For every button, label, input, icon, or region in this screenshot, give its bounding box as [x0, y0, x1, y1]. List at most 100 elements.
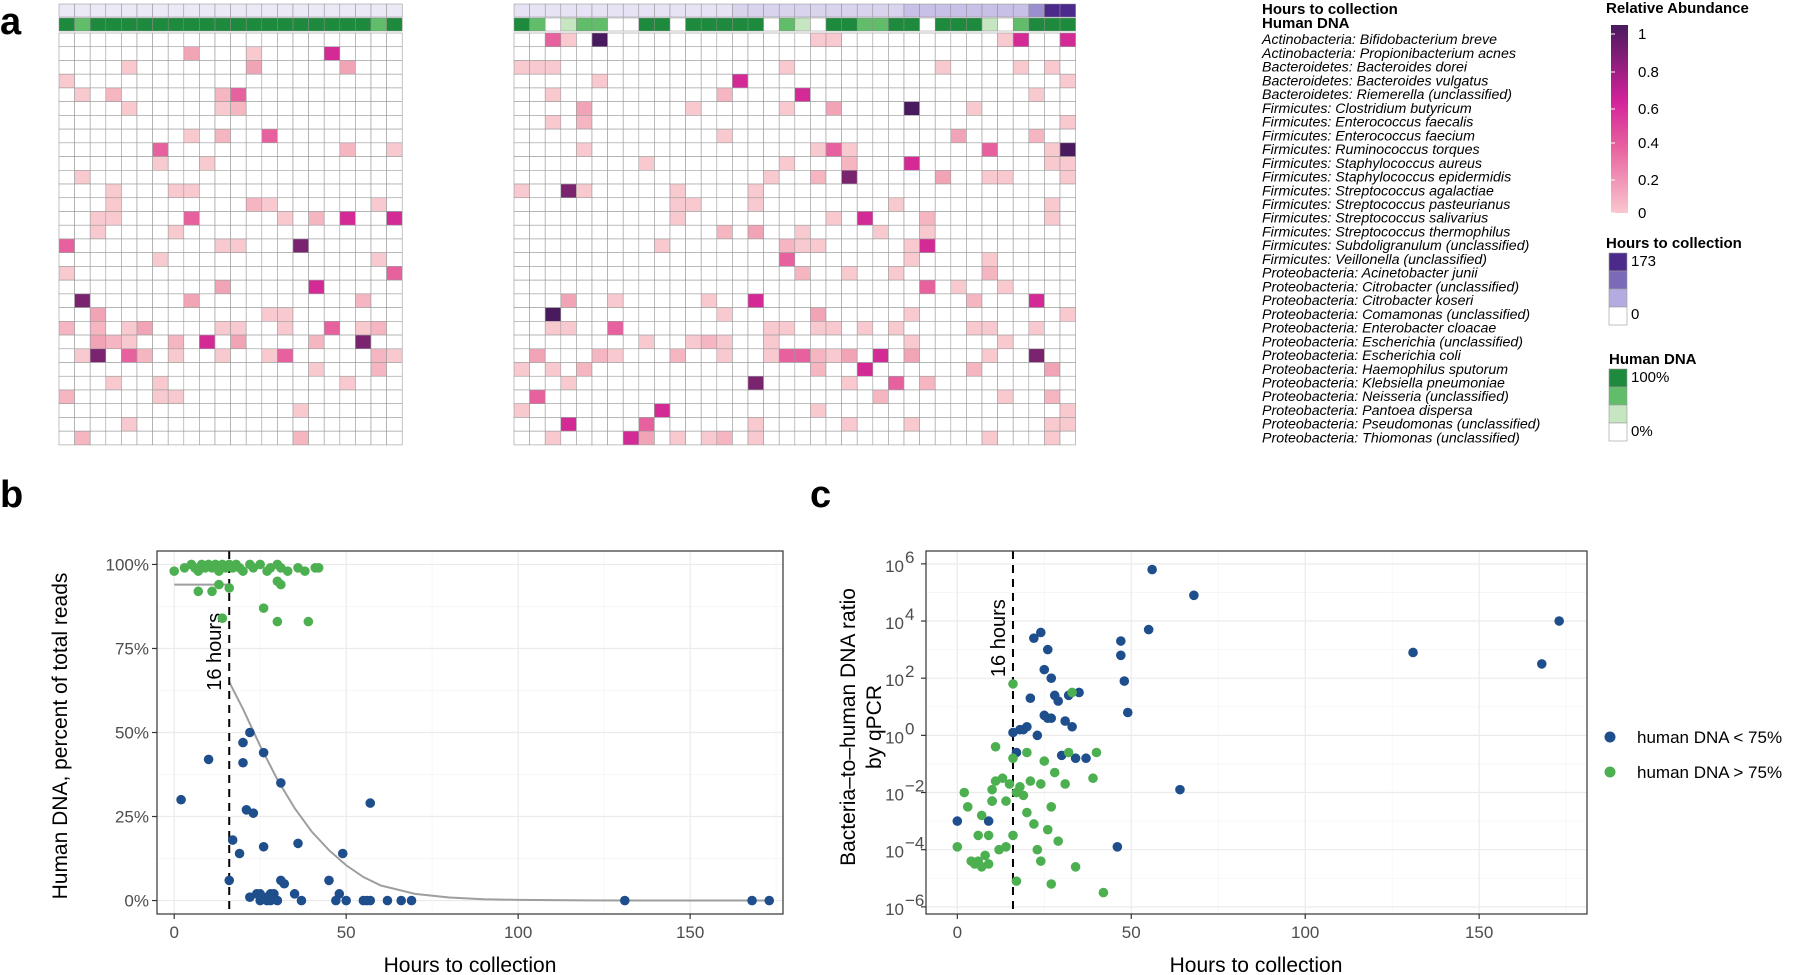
heatmap-cell: [841, 307, 858, 322]
heatmap-cell: [872, 183, 889, 199]
heatmap-cell: [997, 293, 1014, 308]
heatmap-cell: [825, 60, 842, 75]
heatmap-cell: [810, 348, 827, 363]
heatmap-cell: [794, 46, 811, 61]
heatmap-cell: [183, 375, 200, 391]
heatmap-cell: [245, 430, 263, 446]
heatmap-cell: [121, 224, 138, 240]
heatmap-cell: [386, 266, 403, 281]
heatmap-cell: [560, 293, 577, 308]
panel-c-point: [1042, 644, 1053, 655]
panel-c-point: [1063, 747, 1074, 758]
human-annotation-cell: [370, 17, 387, 32]
panel-b-point: [289, 889, 300, 899]
heatmap-cell: [1012, 60, 1030, 75]
heatmap-cell: [355, 293, 372, 308]
heatmap-cell: [856, 142, 874, 157]
heatmap-cell: [934, 375, 952, 391]
heatmap-cell: [370, 32, 387, 48]
legend-green-dot: [1604, 766, 1616, 778]
heatmap-cell: [872, 252, 889, 267]
heatmap-cell: [732, 142, 749, 157]
heatmap-cell: [529, 87, 546, 102]
panel-c-ytick-exponent: 6: [905, 548, 914, 567]
heatmap-cell: [370, 362, 387, 377]
heatmap-cell: [214, 362, 231, 377]
heatmap-cell: [370, 348, 387, 363]
human-annotation-cell: [544, 17, 562, 32]
legend-human-swatch-1: [1608, 368, 1628, 388]
heatmap-cell: [700, 170, 718, 185]
heatmap-cell: [981, 128, 998, 144]
heatmap-cell: [513, 46, 530, 61]
panel-c-point: [1039, 756, 1050, 766]
heatmap-cell: [607, 87, 624, 102]
heatmap-cell: [152, 156, 169, 171]
heatmap-cell: [1012, 32, 1030, 48]
heatmap-cell: [794, 32, 811, 48]
heatmap-cell: [74, 211, 91, 226]
heatmap-cell: [997, 417, 1014, 432]
heatmap-cell: [152, 362, 169, 377]
heatmap-cell: [214, 60, 231, 75]
heatmap-cell: [747, 389, 764, 405]
heatmap-cell: [654, 101, 671, 116]
heatmap-cell: [370, 252, 387, 267]
heatmap-cell: [622, 403, 640, 418]
panel-c-point: [1046, 673, 1057, 683]
panel-c-point: [1022, 721, 1032, 732]
heatmap-cell: [323, 307, 341, 322]
heatmap-cell: [1059, 170, 1076, 185]
heatmap-cell: [1028, 417, 1045, 432]
heatmap-cell: [825, 46, 842, 61]
heatmap-cell: [950, 197, 967, 212]
heatmap-cell: [1044, 60, 1061, 75]
heatmap-cell: [591, 197, 608, 212]
heatmap-cell: [74, 403, 91, 418]
heatmap-cell: [841, 430, 858, 446]
heatmap-cell: [654, 403, 671, 418]
heatmap-cell: [591, 334, 608, 350]
heatmap-cell: [997, 389, 1014, 405]
heatmap-cell: [1044, 46, 1061, 61]
heatmap-cell: [966, 321, 983, 336]
heatmap-cell: [105, 170, 122, 185]
human-annotation-cell: [966, 17, 983, 32]
heatmap-cell: [355, 46, 372, 61]
heatmap-cell: [513, 156, 530, 171]
heatmap-cell: [152, 73, 169, 89]
heatmap-cell: [292, 101, 309, 116]
heatmap-cell: [58, 224, 75, 240]
heatmap-cell: [277, 266, 294, 281]
heatmap-cell: [794, 60, 811, 75]
heatmap-cell: [121, 238, 138, 253]
heatmap-cell: [778, 142, 796, 157]
heatmap-cell: [1028, 238, 1045, 253]
heatmap-cell: [1028, 101, 1045, 116]
heatmap-cell: [136, 183, 153, 199]
heatmap-cell: [121, 211, 138, 226]
heatmap-cell: [576, 375, 593, 391]
heatmap-cell: [308, 224, 325, 240]
heatmap-cell: [825, 362, 842, 377]
heatmap-cell: [669, 170, 686, 185]
heatmap-cell: [872, 430, 889, 446]
heatmap-cell: [308, 101, 325, 116]
heatmap-cell: [136, 142, 153, 157]
heatmap-cell: [872, 279, 889, 295]
heatmap-cell: [261, 156, 278, 171]
heatmap-cell: [214, 142, 231, 157]
heatmap-cell: [966, 307, 983, 322]
heatmap-cells: [58, 32, 1076, 446]
heatmap-cell: [950, 183, 967, 199]
heatmap-cell: [292, 46, 309, 61]
heatmap-cell: [716, 293, 733, 308]
heatmap-cell: [934, 252, 952, 267]
heatmap-cell: [74, 170, 91, 185]
heatmap-cell: [323, 183, 341, 199]
heatmap-cell: [638, 238, 655, 253]
taxon-label: Proteobacteria: Acinetobacter junii: [1262, 266, 1478, 282]
heatmap-cell: [370, 197, 387, 212]
heatmap-cell: [529, 170, 546, 185]
heatmap-cell: [903, 46, 920, 61]
